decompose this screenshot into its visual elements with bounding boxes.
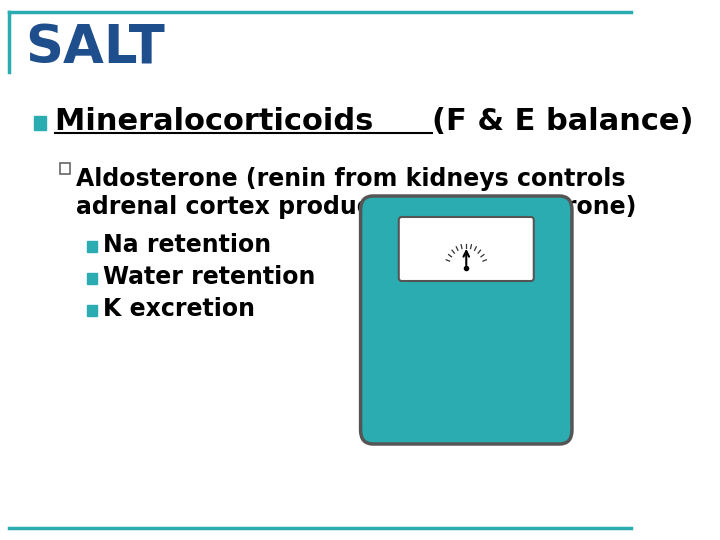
Text: Water retention: Water retention xyxy=(103,265,315,289)
Bar xyxy=(87,305,96,316)
Text: Aldosterone (renin from kidneys controls
adrenal cortex production of aldosteron: Aldosterone (renin from kidneys controls… xyxy=(76,167,636,219)
FancyBboxPatch shape xyxy=(399,217,534,281)
Bar xyxy=(87,241,96,252)
Text: Mineralocorticoids: Mineralocorticoids xyxy=(55,107,384,137)
Bar xyxy=(34,116,46,130)
Text: (F & E balance): (F & E balance) xyxy=(432,107,693,137)
Text: K excretion: K excretion xyxy=(103,297,255,321)
FancyBboxPatch shape xyxy=(361,196,572,444)
Bar xyxy=(87,273,96,284)
Text: SALT: SALT xyxy=(25,22,165,74)
Bar xyxy=(60,163,70,174)
Text: Na retention: Na retention xyxy=(103,233,271,257)
